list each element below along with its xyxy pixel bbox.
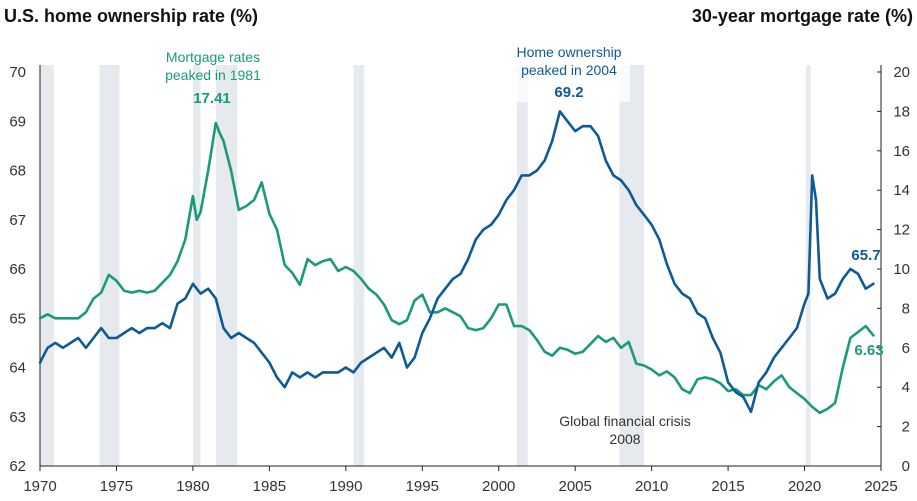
home-peak-value-label: 69.2 — [554, 84, 583, 101]
mortgage-series-line — [38, 121, 875, 415]
annotations: Mortgage rates peaked in 1981 17.41 Home… — [165, 44, 883, 447]
right-axis-title: 30-year mortgage rate (%) — [692, 6, 913, 26]
y-right-tick-label-18: 18 — [893, 103, 910, 120]
home-peak-label-background — [508, 42, 630, 102]
y-left-tick-label-62: 62 — [9, 458, 26, 475]
left-axis-title: U.S. home ownership rate (%) — [4, 6, 258, 26]
x-tick-label-2015: 2015 — [711, 478, 744, 495]
y-right-tick-label-2: 2 — [902, 419, 910, 436]
x-tick-label-2000: 2000 — [482, 478, 515, 495]
x-tick-label-1985: 1985 — [253, 478, 286, 495]
series-lines — [38, 110, 875, 415]
y-right-tick-label-0: 0 — [902, 458, 910, 475]
annotation-backgrounds — [508, 42, 630, 102]
y-left-tick-label-63: 63 — [9, 409, 26, 426]
home-end-value-label: 65.7 — [851, 247, 880, 264]
mortgage-peak-note-line1: Mortgage rates — [166, 49, 260, 65]
crisis-note-line1: Global financial crisis — [559, 413, 691, 429]
x-tick-label-2025: 2025 — [864, 478, 897, 495]
x-tick-label-1975: 1975 — [100, 478, 133, 495]
y-left-tick-label-66: 66 — [9, 261, 26, 278]
x-tick-label-1995: 1995 — [406, 478, 439, 495]
y-left-tick-label-67: 67 — [9, 212, 26, 229]
recession-band-6 — [619, 65, 644, 466]
tick-labels: 1970 1975 1980 1985 1990 1995 2000 2005 2010 2015… — [9, 64, 910, 495]
x-tick-label-1990: 1990 — [329, 478, 362, 495]
recession-band-4 — [353, 65, 365, 466]
recession-band-5 — [517, 65, 528, 466]
mortgage-peak-value-label: 17.41 — [193, 90, 231, 107]
mortgage-peak-note-line2: peaked in 1981 — [165, 67, 261, 83]
x-tick-label-1980: 1980 — [176, 478, 209, 495]
x-tick-label-2005: 2005 — [558, 478, 591, 495]
y-left-tick-label-65: 65 — [9, 310, 26, 327]
x-tick-label-2010: 2010 — [635, 478, 668, 495]
home-peak-note-line2: peaked in 2004 — [521, 62, 617, 78]
y-right-tick-label-14: 14 — [893, 182, 910, 199]
recession-band-3 — [215, 65, 238, 466]
y-left-tick-label-64: 64 — [9, 360, 26, 377]
y-right-tick-label-6: 6 — [902, 340, 910, 357]
mortgage-end-value-label: 6.63 — [854, 342, 883, 359]
y-left-tick-label-69: 69 — [9, 113, 26, 130]
y-right-tick-label-16: 16 — [893, 143, 910, 160]
axes — [39, 65, 882, 467]
recession-band-1 — [99, 65, 120, 466]
home-peak-note-line1: Home ownership — [516, 44, 621, 60]
y-left-tick-label-68: 68 — [9, 163, 26, 180]
y-right-tick-label-12: 12 — [893, 222, 910, 239]
x-tick-label-2020: 2020 — [788, 478, 821, 495]
recession-band-0 — [40, 65, 54, 466]
y-right-tick-label-8: 8 — [902, 300, 910, 317]
crisis-note-line2: 2008 — [609, 431, 640, 447]
x-tick-label-1970: 1970 — [23, 478, 56, 495]
recession-bands — [40, 65, 811, 466]
y-right-tick-label-4: 4 — [902, 379, 910, 396]
y-right-tick-label-20: 20 — [893, 64, 910, 81]
y-right-tick-label-10: 10 — [893, 261, 910, 278]
recession-band-2 — [192, 65, 201, 466]
y-left-tick-label-70: 70 — [9, 64, 26, 81]
homeownership-series-line — [38, 110, 875, 414]
